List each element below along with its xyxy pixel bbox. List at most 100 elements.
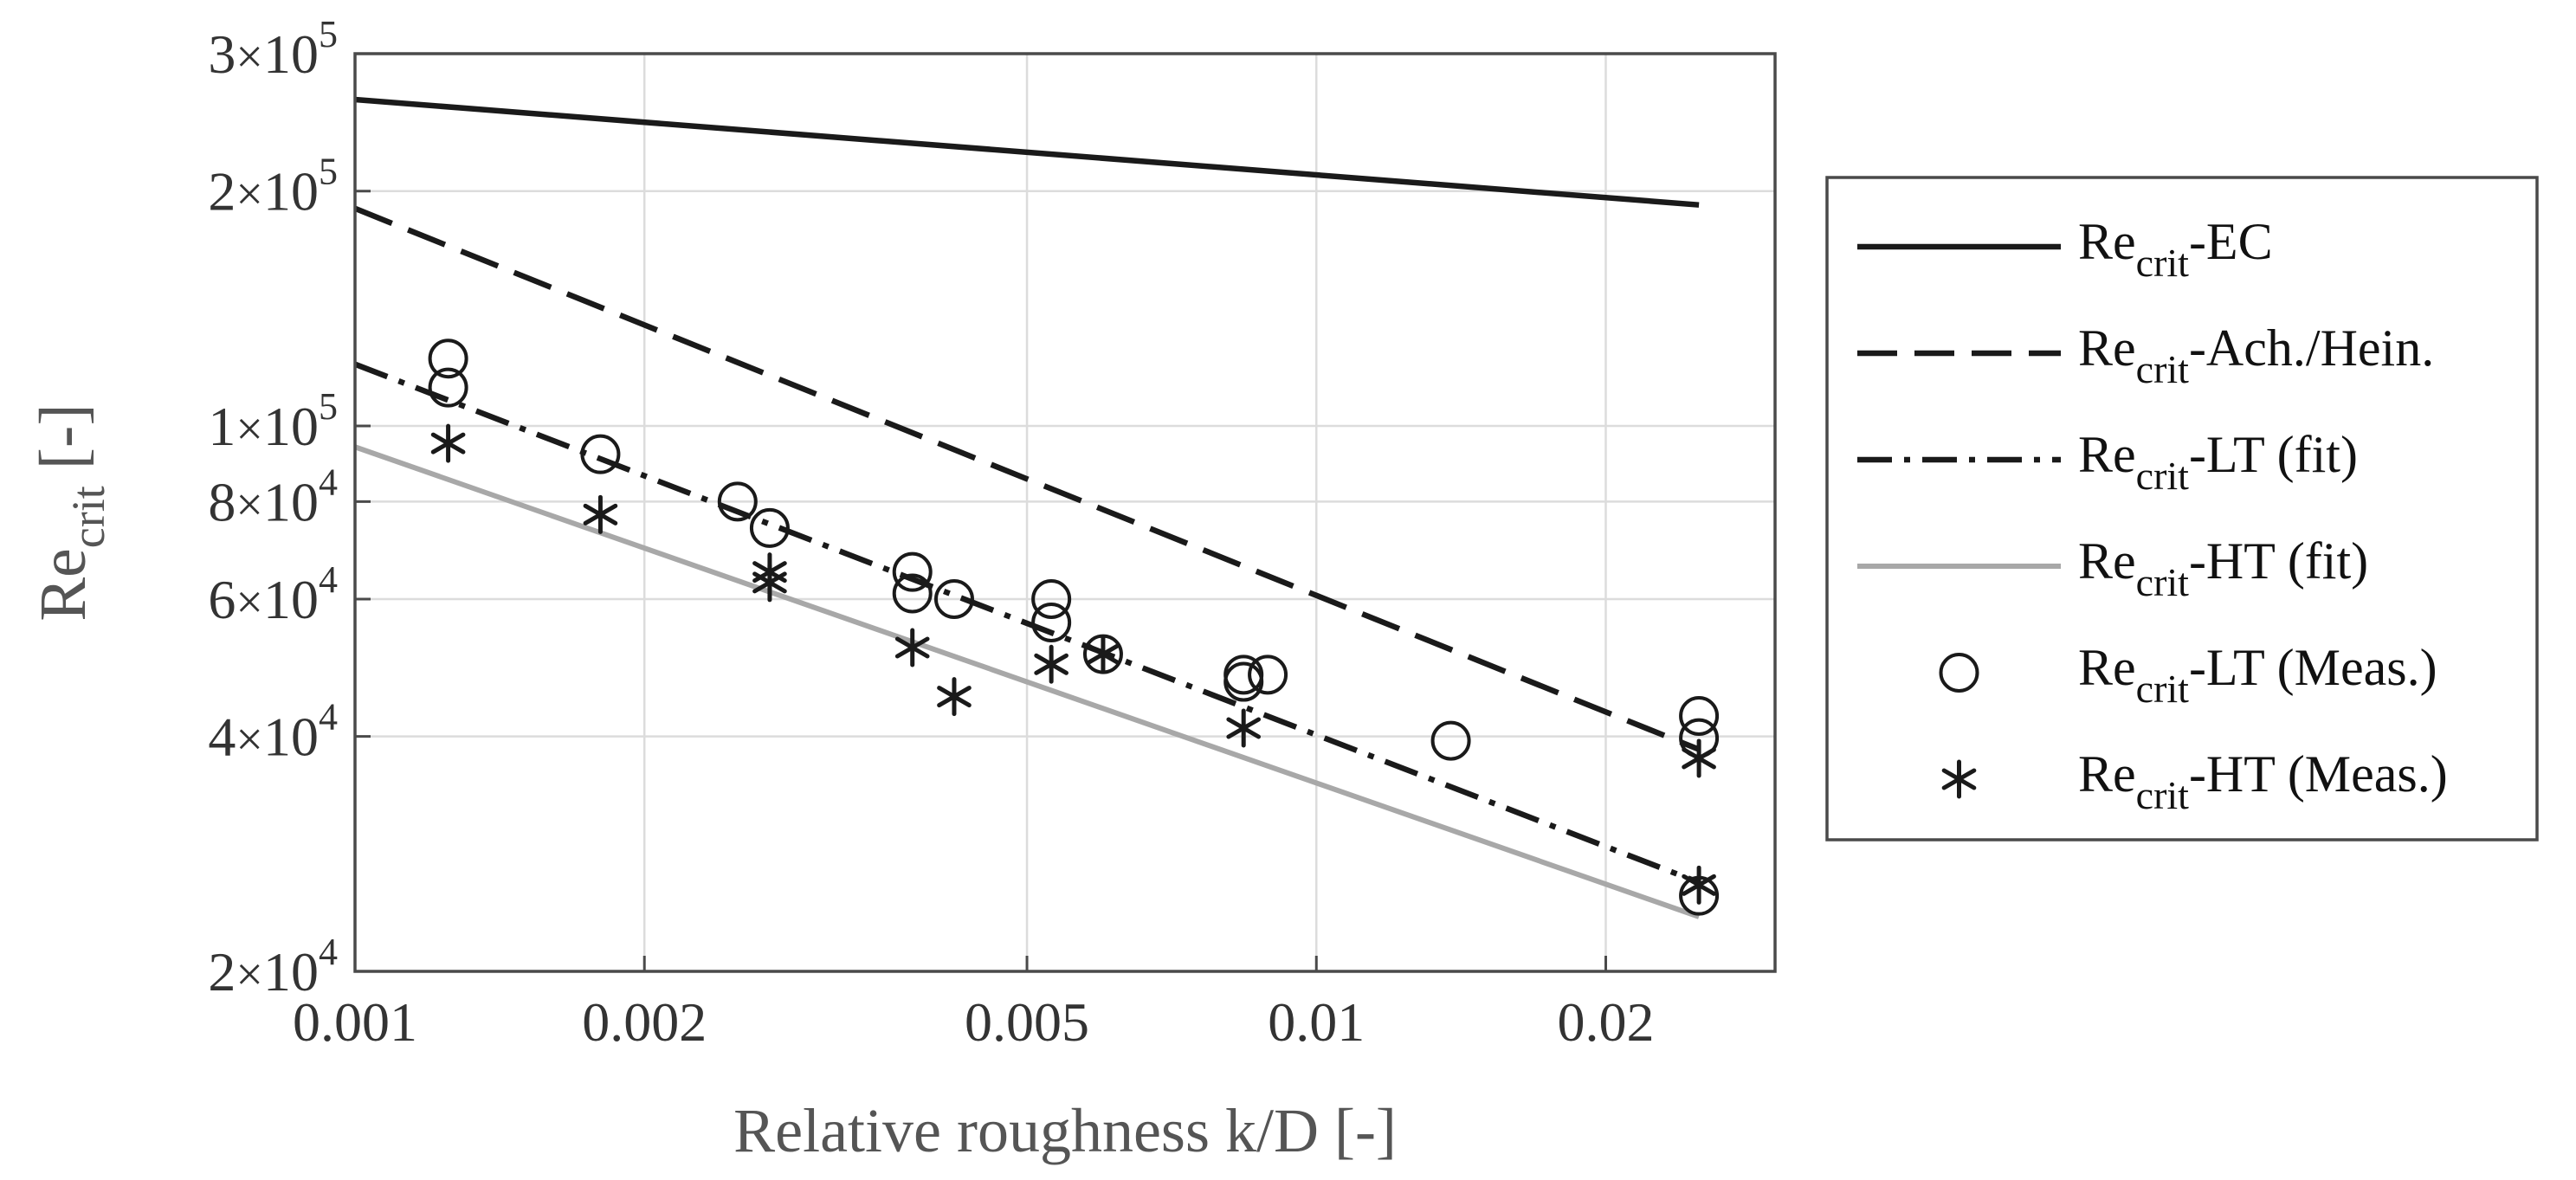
series-line-ach-hein- [353,205,1701,752]
y-tick-label: 2×104 [208,931,338,1003]
y-tick-mantissa: 8 [208,471,236,532]
ht-meas-point [1034,644,1068,684]
y-tick-times: × [236,948,263,1002]
y-tick-label: 3×105 [208,13,338,85]
legend-label-suffix: -LT (fit) [2189,426,2358,483]
y-tick-mantissa: 2 [208,161,236,222]
legend-label-sub: crit [2136,241,2190,285]
y-tick-label: 1×105 [208,385,338,457]
y-tick-mantissa: 1 [208,396,236,457]
y-tick-base: 10 [263,941,319,1003]
legend-label-lt-meas: Recrit-LT (Meas.) [2078,639,2437,711]
y-tick-label: 6×104 [208,558,338,630]
legend-label-sub: crit [2136,560,2190,604]
legend-label-sub: crit [2136,773,2190,817]
y-tick-base: 10 [263,471,319,532]
y-tick-base: 10 [263,23,319,85]
legend-label-suffix: -LT (Meas.) [2189,639,2437,696]
y-tick-times: × [236,576,263,629]
legend-label-main: Re [2078,745,2136,803]
lt-meas-point [1430,720,1471,761]
legend-swatch-lt-meas [1939,653,1979,693]
y-tick-times: × [236,168,263,222]
y-label-suffix: [-] [27,403,100,486]
legend-label-ach-hein: Recrit-Ach./Hein. [2078,319,2434,391]
y-tick-label: 4×104 [208,696,338,768]
lt-meas-point [749,507,790,548]
legend-label-suffix: -EC [2189,213,2273,270]
lt-meas-point [717,481,758,522]
lt-meas-point [892,551,933,592]
y-tick-times: × [236,30,263,84]
y-tick-times: × [236,478,263,532]
x-tick-label: 0.005 [965,991,1089,1053]
y-tick-exponent: 4 [319,696,338,738]
y-tick-mantissa: 6 [208,569,236,630]
y-tick-times: × [236,713,263,767]
ht-meas-point [430,423,466,463]
legend-label-main: Re [2078,213,2136,270]
legend-label-suffix: -HT (Meas.) [2189,745,2448,803]
x-tick-label: 0.01 [1268,991,1365,1053]
y-tick-times: × [236,403,263,456]
ht-meas-point [894,628,930,667]
ht-meas-point [752,563,787,603]
lt-meas-point [1031,578,1072,619]
y-tick-exponent: 4 [319,461,338,503]
ht-meas-point [937,677,972,717]
y-label-main: Re [27,548,100,621]
legend-label-ht-meas: Recrit-HT (Meas.) [2078,745,2448,817]
y-tick-label: 8×104 [208,461,338,532]
legend-label-suffix: -Ach./Hein. [2189,319,2434,377]
y-tick-mantissa: 3 [208,23,236,85]
lt-meas-point [1031,602,1072,642]
y-tick-label: 2×105 [208,151,338,222]
lt-meas-point [428,367,468,408]
plot-frame [353,52,1777,973]
legend-label-sub: crit [2136,667,2190,711]
ht-meas-point [1682,865,1716,905]
legend-label-lt-fit: Recrit-LT (fit) [2078,426,2358,498]
legend-label-main: Re [2078,426,2136,483]
y-tick-exponent: 5 [319,151,338,193]
y-tick-exponent: 5 [319,385,338,428]
legend-label-main: Re [2078,639,2136,696]
legend-label-sub: crit [2136,347,2190,391]
lt-meas-point [1223,661,1264,702]
lt-meas-point [933,578,974,619]
legend-label-main: Re [2078,532,2136,590]
legend-label-ec: Recrit-EC [2078,213,2273,285]
y-tick-exponent: 4 [319,931,338,973]
y-tick-exponent: 5 [319,13,338,55]
lt-meas-point [428,339,468,379]
lt-meas-point [580,434,621,474]
legend-label-sub: crit [2136,454,2190,498]
legend-swatch-ht-meas [1941,759,1977,799]
x-tick-label: 0.02 [1557,991,1654,1053]
y-tick-base: 10 [263,569,319,630]
series-line-ht-fit- [354,444,1701,919]
legend-label-main: Re [2078,319,2136,377]
y-tick-base: 10 [263,161,319,222]
y-tick-base: 10 [263,396,319,457]
series-group [353,96,1720,919]
x-tick-label: 0.001 [293,991,417,1053]
lt-meas-point [1679,695,1720,736]
ht-meas-point [1226,708,1262,748]
y-tick-exponent: 4 [319,558,338,601]
y-tick-base: 10 [263,706,319,768]
legend-label-ht-fit: Recrit-HT (fit) [2078,532,2368,604]
lt-meas-point [892,573,933,614]
axes-group: 0.001 0.002 0.005 0.01 0.022×1044×1046×1048×… [27,13,1777,1165]
x-tick-label: 0.002 [582,991,707,1053]
legend-label-suffix: -HT (fit) [2189,532,2368,590]
ht-meas-point [1086,635,1120,674]
y-tick-mantissa: 2 [208,941,236,1003]
series-line-ec [354,96,1700,208]
series-line-lt-fit- [353,361,1701,886]
ht-meas-point [583,494,618,534]
y-tick-mantissa: 4 [208,706,236,768]
